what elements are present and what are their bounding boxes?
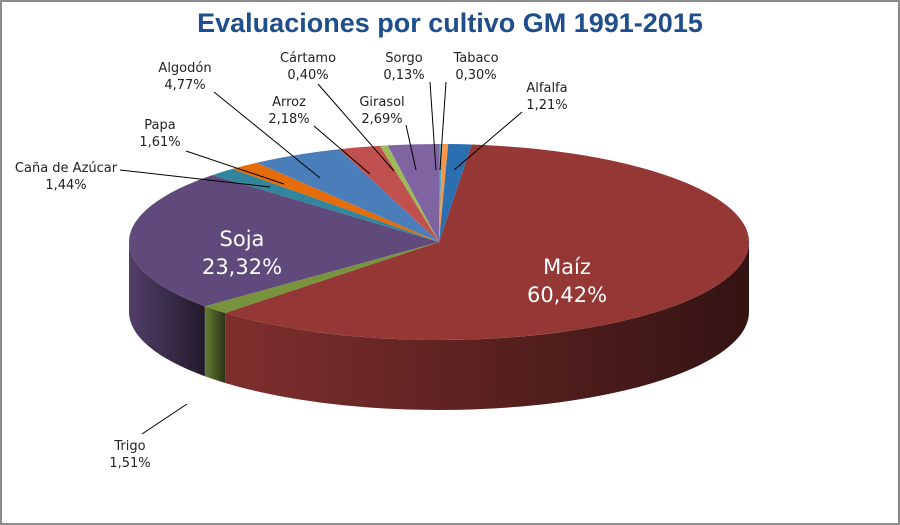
leader-line-caña-de-azúcar — [119, 169, 271, 188]
slice-label-alfalfa: Alfalfa 1,21% — [526, 81, 567, 113]
slice-label-tabaco: Tabaco 0,30% — [452, 51, 498, 83]
slice-name-soja: Soja — [220, 227, 265, 251]
slice-alfalfa — [439, 144, 472, 242]
slice-value-trigo: 1,51% — [109, 456, 150, 471]
slice-side-trigo — [204, 306, 226, 383]
slice-label-trigo: Trigo 1,51% — [109, 439, 150, 471]
slice-name-maíz: Maíz — [543, 255, 591, 279]
slice-value-soja: 23,32% — [202, 255, 282, 279]
slice-name-trigo: Trigo — [113, 439, 145, 454]
pie-sides — [129, 242, 750, 410]
leader-line-papa — [185, 150, 285, 185]
slice-name-sorgo: Sorgo — [385, 51, 423, 66]
slice-girasol — [387, 144, 440, 242]
slice-value-cártamo: 0,40% — [287, 68, 328, 83]
slice-papa — [232, 162, 439, 242]
leader-lines — [119, 81, 523, 435]
slice-name-papa: Papa — [144, 118, 175, 133]
leader-line-cártamo — [317, 83, 395, 172]
slice-label-soja: Soja 23,32% — [202, 227, 282, 279]
slice-side-maíz — [225, 242, 750, 410]
slice-value-arroz: 2,18% — [268, 112, 309, 127]
slice-algodón — [256, 149, 439, 242]
slice-name-tabaco: Tabaco — [452, 51, 498, 66]
slice-cártamo — [380, 145, 439, 242]
leader-line-algodón — [213, 91, 321, 179]
slice-labels: Maíz 60,42% Trigo 1,51% Soja 23,32% Caña de Az… — [15, 51, 607, 471]
leader-line-sorgo — [429, 81, 437, 171]
leader-line-girasol — [405, 124, 417, 171]
slice-value-papa: 1,61% — [139, 135, 180, 150]
slice-name-cártamo: Cártamo — [280, 51, 336, 66]
slice-value-tabaco: 0,30% — [455, 68, 496, 83]
slice-name-arroz: Arroz — [272, 95, 306, 110]
leader-line-arroz — [313, 125, 371, 175]
slice-side-soja — [129, 242, 205, 377]
slice-name-caña-de-azúcar: Caña de Azúcar — [15, 161, 118, 176]
slice-tabaco — [439, 144, 449, 242]
slice-label-algodón: Algodón 4,77% — [158, 61, 211, 93]
slice-maíz — [225, 144, 750, 340]
slice-name-alfalfa: Alfalfa — [526, 81, 567, 96]
slice-name-girasol: Girasol — [359, 95, 404, 110]
slice-label-sorgo: Sorgo 0,13% — [383, 51, 424, 83]
leader-line-tabaco — [439, 81, 447, 171]
slice-value-alfalfa: 1,21% — [526, 98, 567, 113]
slice-label-caña-de-azúcar: Caña de Azúcar 1,44% — [15, 161, 118, 193]
slice-label-girasol: Girasol 2,69% — [359, 95, 404, 127]
slice-value-sorgo: 0,13% — [383, 68, 424, 83]
slice-name-algodón: Algodón — [158, 61, 211, 76]
slice-label-arroz: Arroz 2,18% — [268, 95, 309, 127]
leader-line-alfalfa — [453, 111, 523, 171]
slice-label-papa: Papa 1,61% — [139, 118, 180, 150]
slice-trigo — [204, 242, 439, 313]
slice-arroz — [338, 145, 439, 242]
slice-label-maíz: Maíz 60,42% — [527, 255, 607, 307]
slice-value-caña-de-azúcar: 1,44% — [45, 178, 86, 193]
slice-value-girasol: 2,69% — [361, 112, 402, 127]
slice-value-algodón: 4,77% — [164, 78, 205, 93]
leader-line-trigo — [141, 403, 188, 435]
slice-value-maíz: 60,42% — [527, 283, 607, 307]
chart-title: Evaluaciones por cultivo GM 1991-2015 — [197, 8, 703, 38]
slice-label-cártamo: Cártamo 0,40% — [280, 51, 336, 83]
slice-soja — [128, 175, 439, 307]
